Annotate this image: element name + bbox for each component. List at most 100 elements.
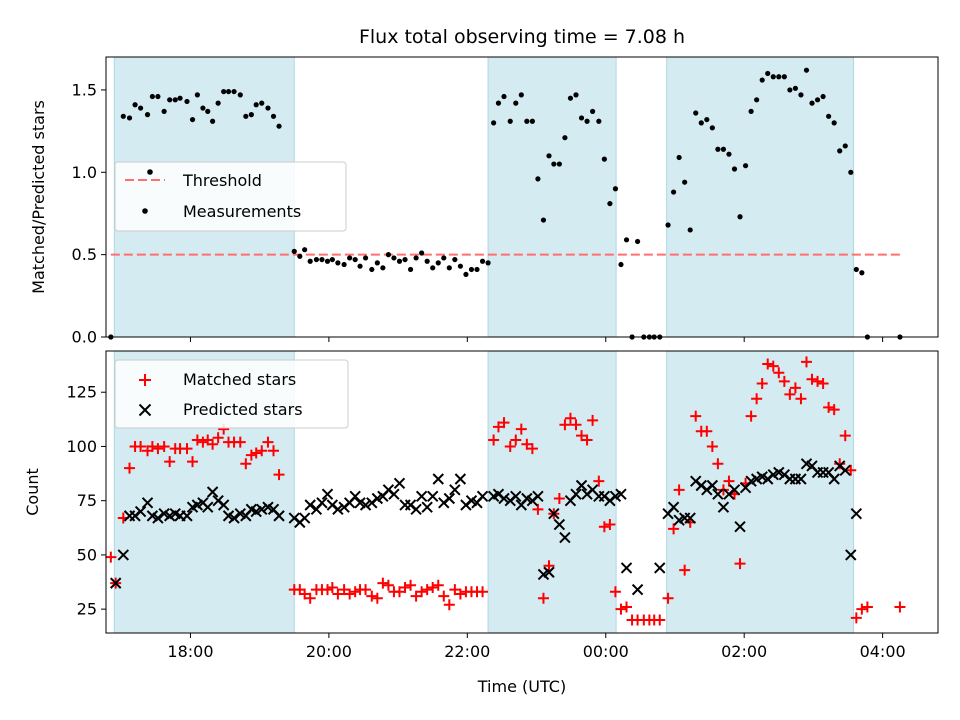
top-shaded-span — [487, 56, 617, 338]
measurement-point — [132, 102, 138, 108]
measurement-point — [474, 266, 480, 273]
measurement-point — [495, 100, 502, 106]
matched-star-point — [745, 410, 757, 422]
predicted-star-point — [304, 499, 316, 511]
measurement-point — [297, 253, 303, 259]
predicted-star-point — [734, 521, 746, 533]
matched-star-point — [706, 440, 718, 452]
measurement-point — [441, 255, 447, 261]
predicted-star-point — [415, 490, 428, 503]
predicted-star-point — [134, 505, 147, 518]
measurement-point — [313, 256, 320, 263]
measurement-point — [584, 118, 590, 124]
matched-star-point — [828, 404, 840, 416]
measurement-point — [754, 97, 760, 103]
measurement-point — [693, 110, 699, 116]
matched-star-point — [432, 579, 444, 591]
predicted-star-point — [410, 503, 422, 516]
matched-star-point — [598, 521, 610, 533]
measurement-point — [189, 116, 196, 123]
x-tick-label: 00:00 — [583, 642, 629, 661]
chart-title: Flux total observing time = 7.08 h — [359, 26, 685, 48]
matched-star-point — [712, 458, 724, 470]
legend-matched-swatch — [139, 374, 151, 386]
measurement-point — [720, 146, 727, 152]
measurement-point — [149, 93, 155, 100]
matched-star-point — [105, 551, 117, 563]
matched-star-point — [762, 358, 774, 370]
measurement-point — [820, 93, 826, 100]
measurement-point — [120, 113, 126, 119]
top-legend: Threshold Measurements — [114, 161, 347, 232]
measurement-point — [194, 92, 200, 98]
predicted-star-point — [510, 490, 522, 503]
matched-star-point — [543, 560, 555, 572]
matched-star-point — [492, 421, 504, 433]
predicted-star-point — [421, 501, 433, 513]
measurement-point — [737, 214, 743, 220]
matched-star-point — [399, 581, 411, 593]
matched-star-point — [393, 586, 405, 598]
measurement-point — [556, 161, 562, 167]
legend-predicted-marker — [138, 403, 152, 417]
measurement-point — [209, 118, 216, 124]
top-y-tick-label: 1.0 — [72, 163, 97, 182]
matched-star-point — [181, 443, 193, 455]
top-y-axis-label: Matched/Predicted stars — [29, 100, 48, 294]
measurement-point — [380, 265, 386, 271]
bottom-y-tick-label: 50 — [77, 545, 97, 564]
measurement-point — [430, 265, 436, 271]
predicted-star-point — [839, 464, 851, 477]
matched-star-point — [621, 601, 633, 613]
measurement-point — [329, 256, 335, 263]
measurement-point — [335, 260, 341, 266]
matched-star-point — [778, 375, 790, 387]
matched-star-point — [321, 584, 333, 596]
measurement-point — [676, 154, 682, 161]
top-y-tick-label: 0.5 — [72, 245, 97, 264]
predicted-star-point — [559, 531, 571, 544]
measurement-point — [291, 248, 297, 254]
measurement-point — [507, 118, 513, 124]
predicted-star-point — [256, 503, 268, 516]
measurement-point — [765, 70, 771, 77]
predicted-star-point — [570, 488, 582, 500]
matched-star-point — [823, 401, 835, 413]
predicted-stars-points — [109, 458, 863, 596]
measurement-point — [596, 118, 602, 124]
matched-star-point — [593, 475, 605, 487]
measurement-point — [347, 255, 353, 261]
matched-star-point — [679, 564, 691, 576]
measurement-point — [742, 163, 749, 169]
measurement-point — [419, 250, 425, 256]
predicted-star-point — [845, 549, 857, 561]
measurement-point — [759, 77, 765, 83]
x-tick-label: 18:00 — [167, 642, 213, 661]
matched-star-point — [751, 393, 763, 405]
bottom-shaded-span — [666, 350, 855, 634]
matched-star-point — [197, 436, 209, 448]
x-tick-label: 22:00 — [444, 642, 490, 661]
measurement-point — [396, 258, 403, 264]
matched-star-point — [817, 378, 829, 390]
predicted-star-point — [615, 488, 627, 500]
measurement-point — [837, 148, 843, 154]
legend-matched-label: Matched stars — [183, 370, 296, 389]
predicted-star-point — [359, 499, 372, 511]
matched-star-point — [268, 445, 280, 457]
matched-star-point — [443, 599, 455, 611]
measurement-point — [529, 118, 535, 124]
matched-star-point — [377, 577, 389, 589]
matched-star-point — [570, 419, 582, 431]
matched-star-point — [207, 438, 219, 450]
matched-star-point — [723, 475, 735, 487]
measurement-point — [590, 108, 596, 114]
measurement-point — [225, 88, 232, 95]
matched-star-point — [338, 584, 350, 596]
predicted-star-point — [498, 492, 510, 505]
measurement-point — [369, 266, 375, 273]
measurement-point — [551, 161, 557, 167]
measurement-point — [524, 118, 530, 124]
matched-star-point — [344, 588, 356, 600]
measurement-point — [468, 266, 475, 273]
